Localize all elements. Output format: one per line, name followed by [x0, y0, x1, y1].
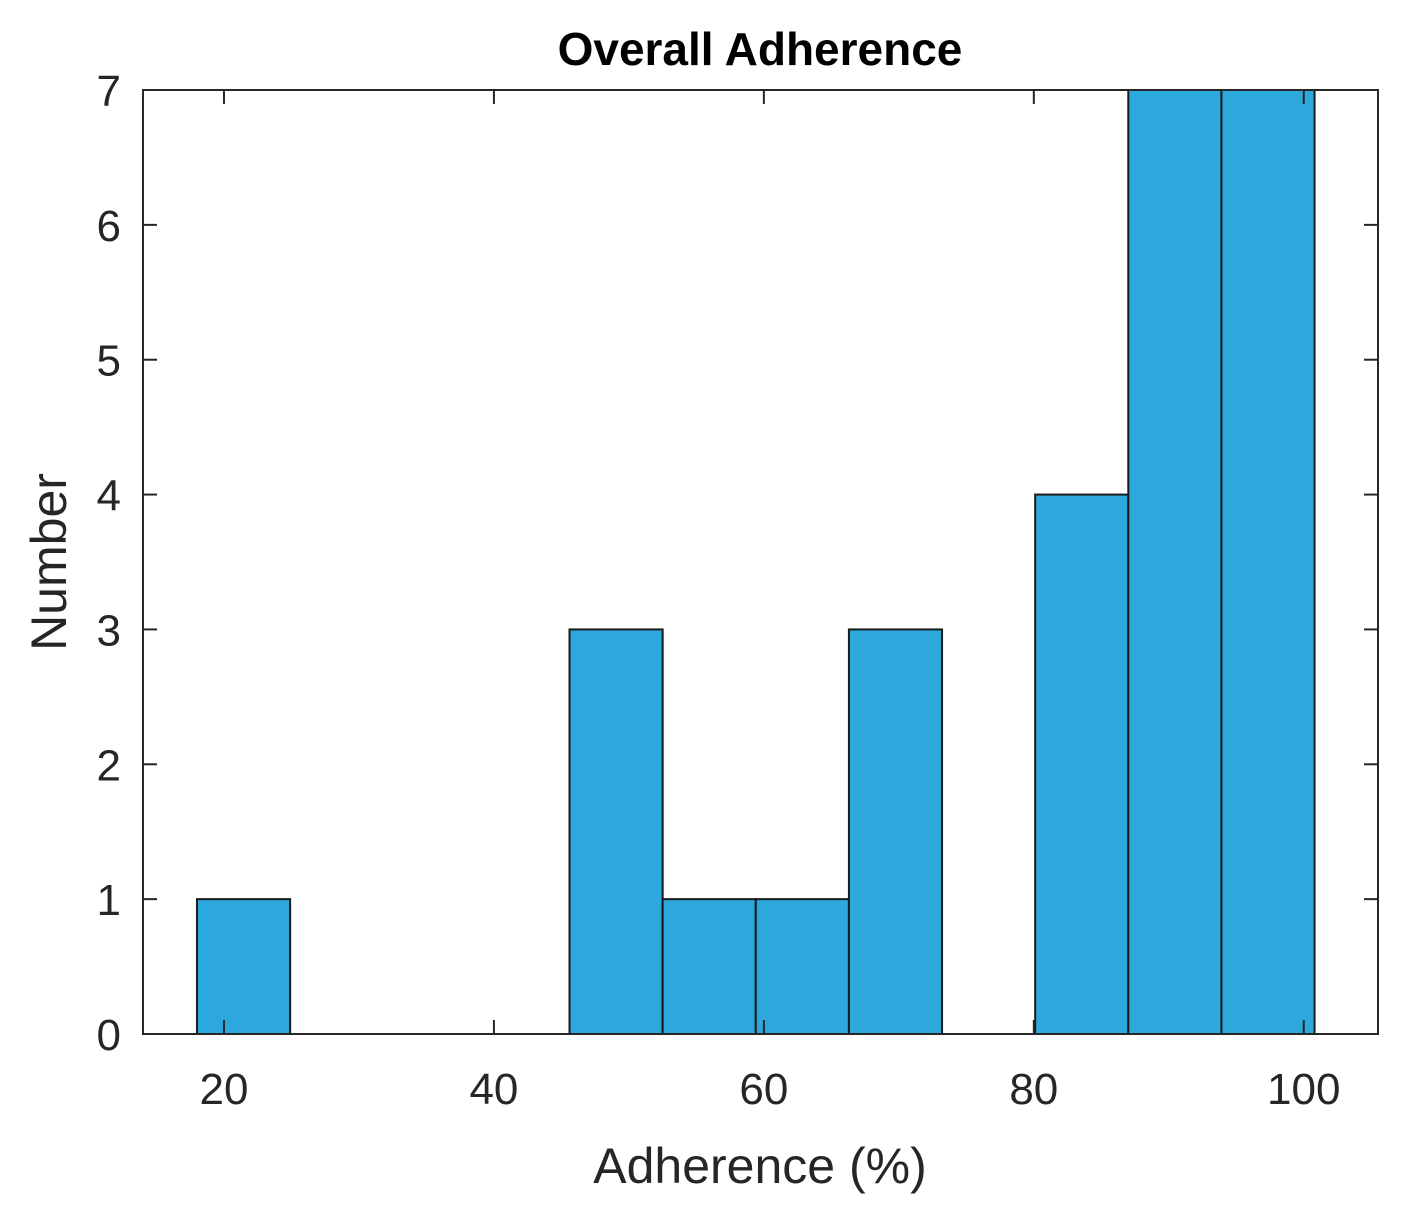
x-axis-label: Adherence (%)	[593, 1138, 927, 1194]
x-tick-label: 40	[469, 1065, 518, 1114]
x-tick-label: 80	[1009, 1065, 1058, 1114]
histogram-bar	[661, 898, 757, 1036]
y-axis-ticks: 0 1 2 3 4 5 6 7	[97, 67, 1378, 1060]
x-axis-ticks: 20 40 60 80 100	[200, 90, 1340, 1114]
chart-title: Overall Adherence	[558, 23, 963, 75]
y-tick-label: 3	[97, 606, 121, 655]
x-tick-label: 60	[739, 1065, 788, 1114]
y-tick-label: 2	[97, 741, 121, 790]
histogram-bar	[568, 628, 664, 1036]
y-axis-label: Number	[21, 473, 77, 651]
histogram-bar	[1034, 493, 1130, 1036]
x-tick-label: 20	[200, 1065, 249, 1114]
y-tick-label: 4	[97, 472, 121, 521]
histogram-bar	[1127, 89, 1223, 1035]
histogram-bars	[195, 89, 1316, 1036]
histogram-bar	[754, 898, 850, 1036]
x-tick-label: 100	[1267, 1065, 1340, 1114]
y-tick-label: 1	[97, 876, 121, 925]
y-tick-label: 0	[97, 1011, 121, 1060]
histogram-bar	[1220, 89, 1316, 1035]
y-tick-label: 7	[97, 67, 121, 116]
plot-frame	[142, 89, 1379, 1035]
y-tick-label: 6	[97, 202, 121, 251]
y-tick-label: 5	[97, 337, 121, 386]
histogram-bar	[847, 628, 944, 1036]
histogram-bar	[195, 898, 292, 1036]
